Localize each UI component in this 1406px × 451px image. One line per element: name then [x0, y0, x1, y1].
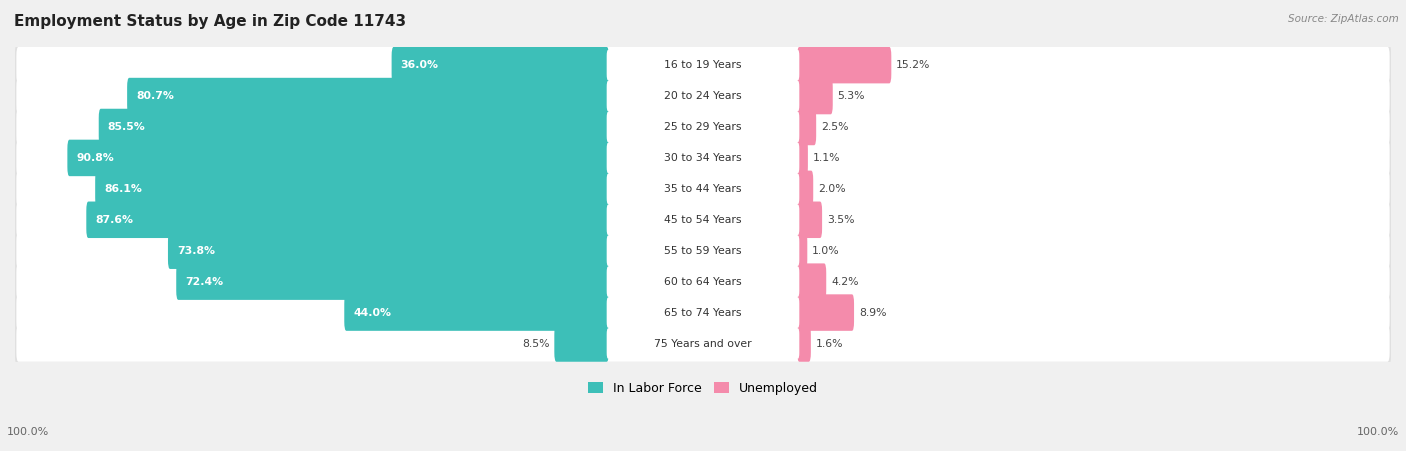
Text: 4.2%: 4.2%: [831, 276, 859, 287]
FancyBboxPatch shape: [554, 325, 609, 362]
Text: 86.1%: 86.1%: [104, 184, 142, 194]
FancyBboxPatch shape: [606, 328, 800, 359]
FancyBboxPatch shape: [15, 44, 1391, 87]
FancyBboxPatch shape: [797, 263, 827, 300]
FancyBboxPatch shape: [17, 202, 1389, 238]
FancyBboxPatch shape: [15, 198, 1391, 241]
FancyBboxPatch shape: [15, 137, 1391, 179]
Text: 60 to 64 Years: 60 to 64 Years: [664, 276, 742, 287]
Text: 2.0%: 2.0%: [818, 184, 845, 194]
FancyBboxPatch shape: [86, 202, 609, 238]
FancyBboxPatch shape: [17, 170, 1389, 207]
FancyBboxPatch shape: [606, 267, 800, 297]
Text: 100.0%: 100.0%: [7, 428, 49, 437]
FancyBboxPatch shape: [167, 232, 609, 269]
Text: 20 to 24 Years: 20 to 24 Years: [664, 91, 742, 101]
Text: 87.6%: 87.6%: [96, 215, 134, 225]
FancyBboxPatch shape: [392, 47, 609, 83]
Text: 73.8%: 73.8%: [177, 246, 215, 256]
FancyBboxPatch shape: [15, 167, 1391, 210]
Text: 5.3%: 5.3%: [838, 91, 865, 101]
FancyBboxPatch shape: [606, 235, 800, 266]
FancyBboxPatch shape: [17, 47, 1389, 83]
Text: 45 to 54 Years: 45 to 54 Years: [664, 215, 742, 225]
Legend: In Labor Force, Unemployed: In Labor Force, Unemployed: [583, 377, 823, 400]
FancyBboxPatch shape: [17, 295, 1389, 331]
FancyBboxPatch shape: [797, 202, 823, 238]
FancyBboxPatch shape: [17, 109, 1389, 145]
FancyBboxPatch shape: [17, 232, 1389, 269]
Text: 3.5%: 3.5%: [827, 215, 855, 225]
FancyBboxPatch shape: [797, 170, 813, 207]
FancyBboxPatch shape: [15, 322, 1391, 365]
Text: 2.5%: 2.5%: [821, 122, 848, 132]
FancyBboxPatch shape: [606, 112, 800, 142]
FancyBboxPatch shape: [17, 78, 1389, 114]
FancyBboxPatch shape: [176, 263, 609, 300]
FancyBboxPatch shape: [17, 263, 1389, 300]
Text: 75 Years and over: 75 Years and over: [654, 339, 752, 349]
Text: 30 to 34 Years: 30 to 34 Years: [664, 153, 742, 163]
Text: 35 to 44 Years: 35 to 44 Years: [664, 184, 742, 194]
FancyBboxPatch shape: [17, 140, 1389, 176]
FancyBboxPatch shape: [127, 78, 609, 114]
FancyBboxPatch shape: [344, 295, 609, 331]
FancyBboxPatch shape: [15, 75, 1391, 117]
FancyBboxPatch shape: [15, 291, 1391, 334]
FancyBboxPatch shape: [797, 47, 891, 83]
FancyBboxPatch shape: [797, 140, 808, 176]
FancyBboxPatch shape: [606, 81, 800, 111]
FancyBboxPatch shape: [606, 205, 800, 235]
Text: 65 to 74 Years: 65 to 74 Years: [664, 308, 742, 318]
FancyBboxPatch shape: [606, 297, 800, 328]
Text: 8.9%: 8.9%: [859, 308, 886, 318]
Text: 72.4%: 72.4%: [186, 276, 224, 287]
Text: 44.0%: 44.0%: [353, 308, 391, 318]
Text: Employment Status by Age in Zip Code 11743: Employment Status by Age in Zip Code 117…: [14, 14, 406, 28]
FancyBboxPatch shape: [797, 109, 815, 145]
FancyBboxPatch shape: [98, 109, 609, 145]
FancyBboxPatch shape: [15, 230, 1391, 272]
Text: 100.0%: 100.0%: [1357, 428, 1399, 437]
Text: 55 to 59 Years: 55 to 59 Years: [664, 246, 742, 256]
FancyBboxPatch shape: [797, 78, 832, 114]
Text: 8.5%: 8.5%: [522, 339, 550, 349]
FancyBboxPatch shape: [606, 143, 800, 173]
FancyBboxPatch shape: [797, 325, 811, 362]
Text: 15.2%: 15.2%: [896, 60, 931, 70]
FancyBboxPatch shape: [797, 295, 853, 331]
Text: 16 to 19 Years: 16 to 19 Years: [664, 60, 742, 70]
FancyBboxPatch shape: [96, 170, 609, 207]
FancyBboxPatch shape: [15, 260, 1391, 303]
Text: Source: ZipAtlas.com: Source: ZipAtlas.com: [1288, 14, 1399, 23]
Text: 85.5%: 85.5%: [108, 122, 145, 132]
Text: 1.1%: 1.1%: [813, 153, 841, 163]
Text: 25 to 29 Years: 25 to 29 Years: [664, 122, 742, 132]
Text: 1.0%: 1.0%: [813, 246, 839, 256]
FancyBboxPatch shape: [606, 50, 800, 80]
Text: 80.7%: 80.7%: [136, 91, 174, 101]
FancyBboxPatch shape: [797, 232, 807, 269]
FancyBboxPatch shape: [606, 174, 800, 204]
Text: 1.6%: 1.6%: [815, 339, 844, 349]
FancyBboxPatch shape: [15, 106, 1391, 148]
Text: 36.0%: 36.0%: [401, 60, 439, 70]
FancyBboxPatch shape: [17, 325, 1389, 362]
Text: 90.8%: 90.8%: [76, 153, 114, 163]
FancyBboxPatch shape: [67, 140, 609, 176]
